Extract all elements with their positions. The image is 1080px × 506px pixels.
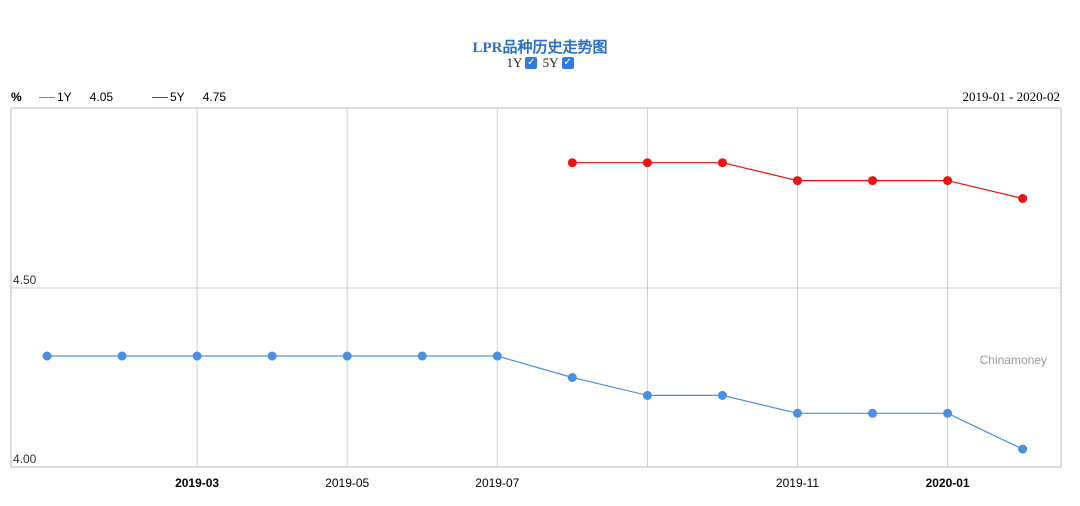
data-point-1y (42, 351, 52, 361)
legend-5y-name: 5Y (170, 90, 185, 104)
checkbox-checked-icon[interactable]: ✓ (525, 57, 538, 69)
legend-line-5y-icon (152, 96, 168, 98)
data-point-1y (642, 390, 652, 400)
toggle-5y[interactable]: 5Y ✓ (543, 55, 574, 71)
toggle-1y-label: 1Y (506, 55, 523, 70)
data-point-1y (492, 351, 502, 361)
x-tick-label: 2019-05 (325, 476, 369, 490)
data-point-5y (793, 176, 802, 186)
data-point-5y (868, 176, 878, 186)
series-line-1y (47, 355, 1023, 450)
data-point-1y (793, 408, 802, 418)
legend-item-1y[interactable]: 1Y 4.05 (39, 90, 113, 104)
data-point-1y (417, 351, 427, 361)
toggle-5y-label: 5Y (542, 55, 559, 70)
data-point-1y (267, 351, 277, 361)
data-point-5y (1018, 194, 1028, 203)
x-tick-label: 2020-01 (926, 476, 970, 490)
data-point-1y (117, 351, 127, 361)
data-point-5y (567, 158, 577, 168)
data-point-1y (567, 373, 577, 382)
legend-line-1y-icon (39, 96, 55, 98)
data-point-5y (943, 176, 953, 186)
legend-1y-value: 4.05 (89, 90, 114, 104)
y-unit-label: % (11, 90, 22, 104)
legend-1y-name: 1Y (57, 90, 72, 104)
data-point-1y (1018, 444, 1028, 454)
data-point-1y (192, 351, 202, 361)
data-point-1y (342, 351, 352, 361)
x-tick-label: 2019-07 (475, 476, 519, 490)
chart-title: LPR品种历史走势图 (472, 40, 608, 56)
legend-item-5y[interactable]: 5Y 4.75 (152, 90, 226, 104)
x-tick-label: 2019-03 (175, 476, 219, 490)
y-tick-label: 4.50 (13, 273, 37, 287)
data-point-1y (868, 408, 878, 418)
data-point-1y (717, 390, 727, 400)
y-tick-label: 4.00 (13, 452, 37, 466)
x-tick-label: 2019-11 (776, 476, 819, 490)
toggle-1y[interactable]: 1Y ✓ (506, 55, 538, 71)
data-point-5y (642, 158, 652, 168)
data-point-1y (943, 408, 953, 418)
date-range: 2019-01 - 2020-02 (962, 89, 1061, 104)
data-point-5y (717, 158, 727, 168)
series-toggles: 1Y ✓ 5Y ✓ (0, 55, 1080, 71)
watermark-text: Chinamoney (980, 353, 1047, 367)
checkbox-checked-icon[interactable]: ✓ (561, 57, 574, 69)
legend-5y-value: 4.75 (202, 90, 227, 104)
